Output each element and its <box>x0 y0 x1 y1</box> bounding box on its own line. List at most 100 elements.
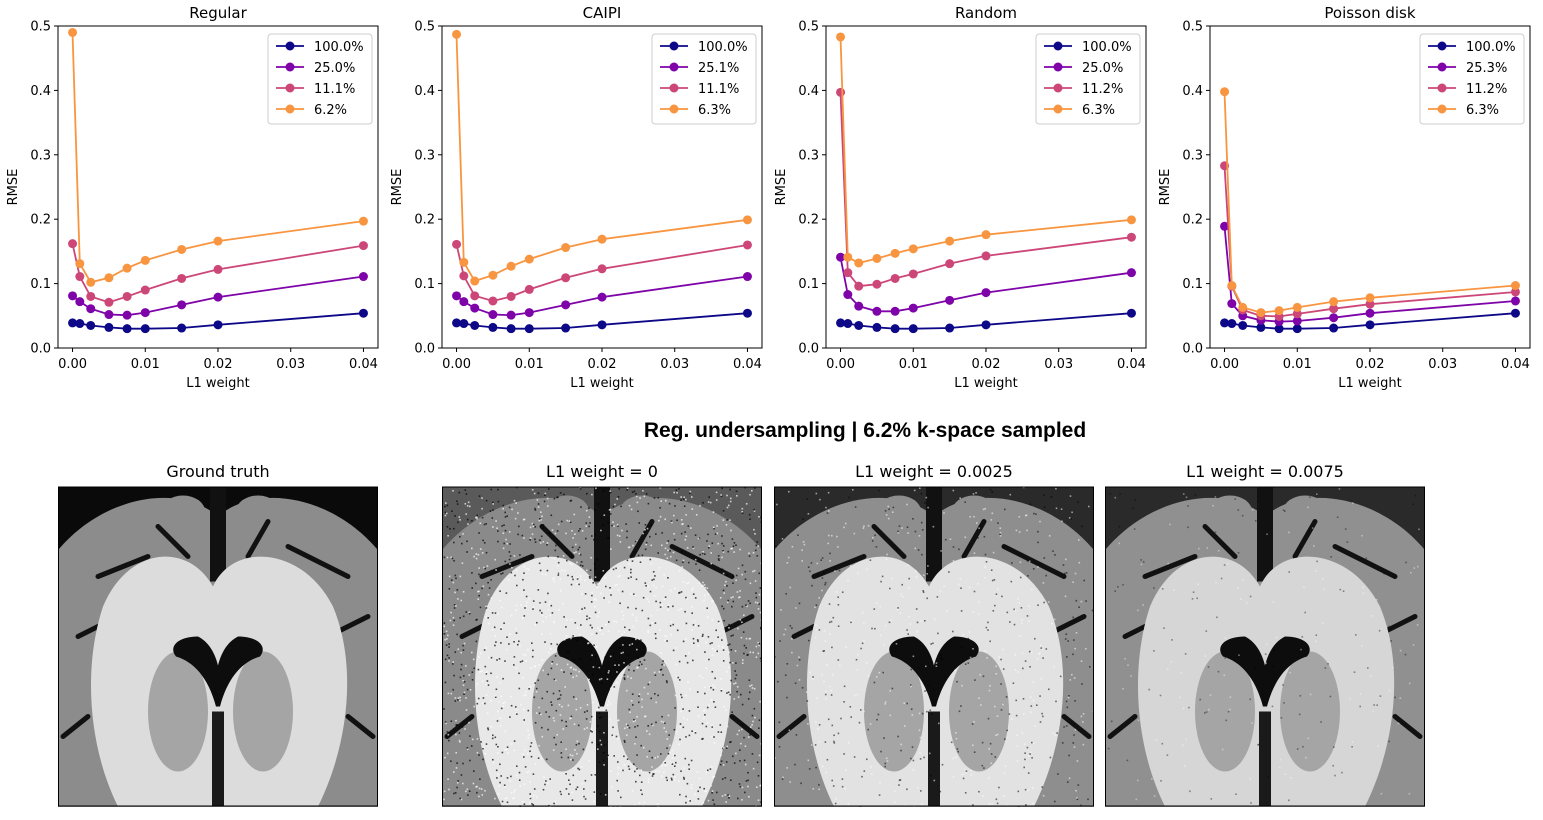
noise-pixel <box>510 775 512 778</box>
noise-pixel <box>749 602 751 605</box>
noise-pixel <box>986 657 988 659</box>
noise-pixel <box>824 640 827 642</box>
noise-pixel <box>897 531 900 534</box>
noise-pixel <box>642 532 644 535</box>
noise-pixel <box>553 678 556 681</box>
noise-pixel <box>635 578 638 581</box>
ventricle-right <box>931 636 979 707</box>
noise-pixel <box>601 633 604 635</box>
noise-pixel <box>967 662 970 664</box>
noise-pixel <box>453 607 456 609</box>
noise-pixel <box>755 544 758 547</box>
noise-pixel <box>522 518 525 521</box>
noise-pixel <box>453 527 455 530</box>
noise-pixel <box>794 682 797 684</box>
noise-pixel <box>467 501 470 504</box>
noise-pixel <box>707 616 709 618</box>
noise-pixel <box>475 553 478 555</box>
noise-pixel <box>485 647 487 649</box>
noise-pixel <box>711 542 714 544</box>
noise-pixel <box>1399 649 1402 652</box>
noise-pixel <box>748 513 751 516</box>
noise-pixel <box>524 766 527 768</box>
y-axis-label: RMSE <box>1158 169 1173 206</box>
noise-pixel <box>633 669 635 672</box>
noise-pixel <box>891 687 894 690</box>
noise-pixel <box>880 750 882 753</box>
noise-pixel <box>661 604 663 606</box>
noise-pixel <box>1054 554 1056 556</box>
noise-pixel <box>822 650 825 652</box>
ventricle-left <box>173 636 221 707</box>
noise-pixel <box>499 599 501 602</box>
noise-pixel <box>972 804 974 806</box>
noise-pixel <box>742 659 744 661</box>
noise-pixel <box>626 758 629 760</box>
noise-pixel <box>849 565 852 567</box>
noise-pixel <box>560 793 562 796</box>
noise-pixel <box>1301 636 1304 638</box>
noise-pixel <box>828 534 830 537</box>
noise-pixel <box>673 514 675 517</box>
noise-pixel <box>1302 745 1304 748</box>
noise-pixel <box>673 533 675 535</box>
x-tick-label: 0.02 <box>1356 357 1385 372</box>
noise-pixel <box>674 754 676 757</box>
noise-pixel <box>526 601 529 604</box>
noise-pixel <box>1030 696 1032 698</box>
noise-pixel <box>755 592 757 594</box>
noise-pixel <box>553 736 555 739</box>
noise-pixel <box>848 496 850 499</box>
noise-pixel <box>667 609 669 611</box>
noise-pixel <box>873 681 876 684</box>
noise-pixel <box>667 604 670 606</box>
noise-pixel <box>583 607 586 609</box>
noise-pixel <box>1327 663 1329 665</box>
noise-pixel <box>1022 698 1025 700</box>
noise-pixel <box>1071 673 1073 676</box>
noise-pixel <box>473 555 475 558</box>
noise-pixel <box>513 797 515 799</box>
noise-pixel <box>1227 562 1229 565</box>
noise-pixel <box>610 594 612 596</box>
noise-pixel <box>1392 667 1394 669</box>
noise-pixel <box>635 619 638 622</box>
gyrus <box>1168 505 1212 538</box>
noise-pixel <box>758 593 761 596</box>
noise-pixel <box>1122 688 1124 690</box>
noise-pixel <box>978 697 980 699</box>
legend-entry: 25.0% <box>314 61 355 76</box>
noise-pixel <box>705 641 707 644</box>
noise-pixel <box>628 546 631 548</box>
noise-pixel <box>678 570 681 572</box>
sulcus <box>1107 714 1138 739</box>
noise-pixel <box>925 665 927 668</box>
noise-pixel <box>534 538 536 541</box>
noise-pixel <box>1275 636 1278 639</box>
noise-pixel <box>703 709 706 712</box>
noise-pixel <box>732 662 734 664</box>
noise-pixel <box>906 629 908 631</box>
noise-pixel <box>1055 487 1057 490</box>
noise-pixel <box>502 547 505 550</box>
noise-pixel <box>508 643 510 645</box>
noise-pixel <box>734 677 737 680</box>
noise-pixel <box>597 743 600 746</box>
noise-pixel <box>914 530 917 533</box>
noise-pixel <box>1029 753 1031 755</box>
noise-pixel <box>531 655 534 658</box>
noise-pixel <box>925 496 928 499</box>
y-tick-label: 0.4 <box>30 84 51 99</box>
noise-pixel <box>984 566 986 568</box>
data-point <box>908 303 918 313</box>
noise-pixel <box>617 738 619 740</box>
noise-pixel <box>1015 714 1018 717</box>
noise-pixel <box>1016 734 1018 736</box>
noise-pixel <box>1206 547 1209 549</box>
noise-pixel <box>1207 666 1210 668</box>
noise-pixel <box>738 729 740 732</box>
noise-pixel <box>922 591 925 593</box>
noise-pixel <box>755 596 758 599</box>
noise-pixel <box>952 630 954 633</box>
noise-pixel <box>481 670 483 672</box>
